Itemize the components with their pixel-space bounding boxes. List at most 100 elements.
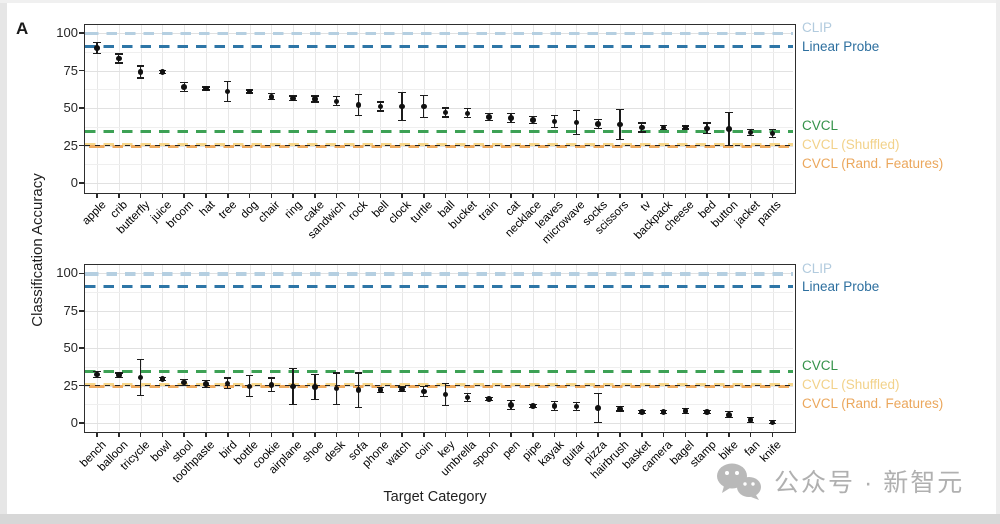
error-cap-top-chair [267,93,276,95]
xtick-mark-umbrella [466,432,469,437]
xtick-mark-button [728,193,730,198]
data-point-turtle [421,103,427,110]
data-point-umbrella [464,394,471,401]
gridline-v-bottom [314,265,316,431]
data-point-train [486,114,492,120]
error-cap-top-tricycle [136,358,145,361]
error-cap-top-crib [115,53,123,55]
data-point-watch [399,386,405,393]
data-point-bike [726,412,732,418]
data-point-leaves [551,118,558,125]
xtick-mark-jacket [749,193,752,198]
data-point-toothpaste [203,381,209,387]
gridline-v-bottom [162,265,164,431]
error-cap-bottom-jacket [746,135,755,137]
gridline-v-bottom [685,265,687,431]
xtick-mark-tree [227,193,229,198]
data-point-balloon [116,372,122,378]
data-point-chair [268,94,275,100]
data-point-fan [747,417,754,423]
error-cap-bottom-cat [507,121,515,123]
data-point-pants [769,130,776,137]
gridline-v-bottom [511,265,512,431]
ytick-mark-bottom [79,384,84,387]
error-cap-bottom-pen [507,408,515,411]
xtick-mark-butterfly [139,193,142,198]
gridline-h-top [85,89,793,91]
gridline-v-bottom [423,265,425,431]
error-cap-top-apple [93,42,101,44]
category-label-pen: pen [500,438,523,461]
category-label-guitar: guitar [559,438,588,468]
gridline-v-bottom [532,265,534,431]
watermark-text: 公众号 · 新智元 [774,469,965,497]
error-cap-top-bench [93,371,101,373]
data-point-knife [769,419,776,426]
category-label-shoe: shoe [300,438,327,465]
data-point-tv [639,124,645,131]
error-cap-top-pen [507,399,515,402]
xtick-mark-toothpaste [205,432,207,437]
legend-label-cvcl-rand-features--top: CVCL (Rand. Features) [802,156,944,172]
gridline-h-bottom [85,404,793,406]
data-point-stool [181,379,187,386]
error-cap-top-sofa [354,372,363,374]
ytick-mark-top [79,32,84,34]
error-cap-bottom-bench [93,376,101,379]
xtick-mark-ball [444,193,447,198]
gridline-h-bottom [85,423,793,424]
category-label-knife: knife [758,438,784,465]
xtick-mark-scissors [619,193,621,198]
panel-letter: A [16,19,29,38]
data-point-bell [377,103,384,110]
data-point-tree [224,88,231,95]
error-cap-bottom-sandwich [332,105,341,107]
gridline-v-bottom [489,265,491,431]
category-label-watch: watch [383,438,414,469]
legend-label-cvcl-bottom: CVCL [802,357,839,373]
error-cap-top-turtle [420,94,428,96]
data-point-butterfly [137,69,144,75]
ytick-label-top: 50 [63,100,78,115]
xtick-mark-knife [771,432,774,437]
data-point-bagel [682,408,689,414]
gridline-v-bottom [467,265,469,431]
xtick-mark-kayak [553,432,556,437]
data-point-bench [94,371,100,378]
legend-label-clip-bottom: CLIP [802,260,833,276]
error-cap-top-pants [768,129,777,131]
xtick-mark-pen [510,432,512,437]
error-cap-bottom-key [441,405,450,407]
watermark: 公众号 · 新智元 [716,462,964,500]
data-point-dog [246,88,253,95]
legend-label-cvcl-shuffled--top: CVCL (Shuffled) [802,137,900,153]
error-cap-bottom-chair [267,99,276,101]
data-point-spoon [486,396,492,402]
gridline-h-bottom [85,292,793,293]
error-cap-top-toothpaste [202,379,210,381]
error-cap-bottom-shoe [311,399,319,401]
error-cap-top-cat [507,112,515,114]
xtick-mark-pants [771,193,774,198]
data-point-jacket [747,129,754,136]
gridline-v-bottom [598,265,600,431]
gridline-v-bottom [227,265,229,431]
xtick-mark-clock [401,193,403,198]
xtick-mark-bottle [248,432,251,437]
xtick-mark-balloon [118,432,120,437]
error-cap-bottom-bottle [245,396,254,398]
legend-label-linear-probe-bottom: Linear Probe [802,279,880,295]
data-point-cake [312,96,318,102]
xtick-mark-bike [728,432,730,437]
error-cap-bottom-microwave [572,133,581,135]
gridline-v-bottom [728,265,730,431]
category-label-coin: coin [411,438,436,462]
gridline-v-bottom [445,265,447,431]
ytick-mark-bottom [79,347,84,349]
data-point-clock [399,103,405,110]
error-cap-top-socks [594,118,602,120]
ytick-label-top: 0 [70,175,78,190]
error-cap-top-pizza [594,393,602,395]
data-point-ball [442,109,449,116]
error-cap-bottom-bike [725,417,733,419]
